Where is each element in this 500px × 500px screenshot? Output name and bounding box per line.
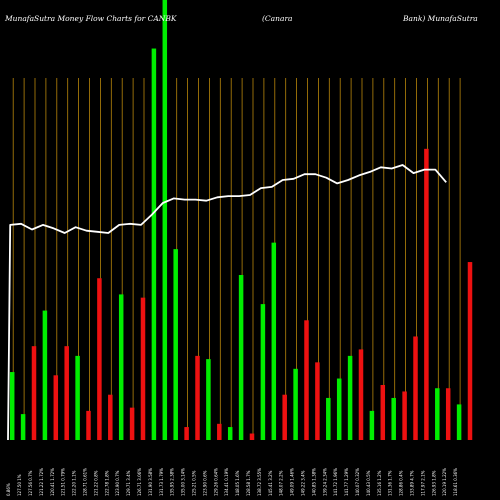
up-bar bbox=[206, 359, 211, 440]
price-line-path bbox=[7, 164, 447, 441]
date-label: 145.41 3.2% bbox=[268, 470, 273, 496]
date-label: 140.07 0.32% bbox=[355, 468, 360, 496]
date-label: 138.72 3.55% bbox=[257, 468, 262, 496]
date-label: 128.86 0.4% bbox=[399, 470, 404, 496]
down-bar bbox=[53, 375, 59, 440]
down-bar bbox=[402, 391, 407, 440]
up-bar bbox=[293, 368, 298, 440]
date-label: 149.22 3.4% bbox=[301, 470, 306, 496]
chart-title-mid: (Canara bbox=[262, 14, 293, 23]
up-bar bbox=[75, 355, 80, 440]
date-label: 123.90 0.7% bbox=[115, 470, 120, 496]
date-label: 140.43 0.5% bbox=[366, 470, 371, 496]
down-bar bbox=[108, 394, 113, 440]
up-bar bbox=[391, 397, 396, 440]
up-bar bbox=[271, 242, 277, 440]
up-bar bbox=[42, 310, 48, 440]
date-label: 125.21 0.5% bbox=[192, 470, 197, 496]
down-bar bbox=[282, 394, 287, 440]
date-label: 123.90 0.6% bbox=[202, 470, 207, 496]
date-label: 131.36 1.7% bbox=[388, 470, 393, 496]
date-label: 118.61 0.36% bbox=[453, 468, 458, 496]
date-label: 126.71 3.06% bbox=[137, 468, 142, 496]
down-bar bbox=[86, 410, 91, 440]
up-bar bbox=[227, 427, 233, 440]
up-bar bbox=[369, 410, 375, 440]
down-bar bbox=[217, 423, 222, 440]
date-label: 141.72 1.96% bbox=[333, 468, 338, 496]
date-label: 133.89 4.7% bbox=[410, 470, 415, 496]
date-label: 121.22 1.72% bbox=[39, 468, 44, 496]
date-label: 139.24 2.34% bbox=[322, 468, 327, 496]
date-label: 148.05 1.6% bbox=[235, 470, 240, 496]
date-label: 126.93 1.8% bbox=[431, 470, 436, 496]
date-label: 121.22 0.8% bbox=[93, 470, 98, 496]
down-bar bbox=[64, 346, 69, 440]
down-bar bbox=[424, 148, 429, 440]
down-bar bbox=[413, 336, 418, 440]
date-label: 128.71 0.61% bbox=[83, 468, 88, 496]
down-bar bbox=[445, 388, 451, 440]
up-bar bbox=[151, 48, 157, 440]
down-bar bbox=[315, 362, 320, 440]
down-bar bbox=[129, 407, 135, 440]
up-bar bbox=[20, 414, 26, 440]
up-bar bbox=[326, 397, 331, 440]
down-bar bbox=[184, 427, 189, 440]
chart-title-right: Bank) MunafaSutra bbox=[402, 14, 478, 23]
date-label: 129.71 3.4% bbox=[126, 470, 131, 496]
date-label: 121.51 0.79% bbox=[61, 468, 66, 496]
price-line bbox=[7, 164, 447, 441]
date-label: 120.41 1.72% bbox=[50, 468, 55, 496]
date-label: 148.07 2.2% bbox=[279, 470, 284, 496]
date-label: 0.86% bbox=[6, 483, 11, 496]
flow-bars bbox=[9, 0, 473, 440]
date-label: 128.58 1.7% bbox=[246, 470, 251, 496]
up-bar bbox=[347, 355, 353, 440]
date-labels: 0.86% 127.50 1% 127.56 0.7% 121.22 1.72% 120… bbox=[6, 468, 458, 496]
up-bar bbox=[118, 294, 124, 440]
up-bar bbox=[162, 0, 168, 440]
date-label: 129.26 0.64% bbox=[213, 468, 218, 496]
date-label: 131.73 1.79% bbox=[159, 468, 164, 496]
up-bar bbox=[336, 378, 342, 440]
date-label: 127.50 1% bbox=[17, 474, 22, 496]
date-label: 135.95 2.38% bbox=[170, 468, 175, 496]
date-label: 131.90 3.58% bbox=[148, 468, 153, 496]
up-bar bbox=[238, 275, 244, 440]
down-bar bbox=[97, 278, 102, 440]
date-label: 117.97 2.1% bbox=[420, 470, 425, 496]
down-bar bbox=[304, 320, 309, 440]
date-label: 134.41 0.19% bbox=[224, 468, 229, 496]
date-label: 122.20 1.1% bbox=[72, 470, 77, 496]
date-label: 127.56 0.7% bbox=[28, 470, 33, 496]
down-bar bbox=[467, 262, 473, 440]
date-label: 135.16 1.2% bbox=[377, 470, 382, 496]
date-label: 140.85 1.38% bbox=[311, 468, 316, 496]
down-bar bbox=[358, 349, 364, 440]
up-bar bbox=[456, 404, 462, 440]
date-label: 141.77 1.29% bbox=[344, 468, 349, 496]
up-bar bbox=[435, 388, 440, 440]
date-label: 120.19 1.22% bbox=[442, 468, 447, 496]
up-bar bbox=[260, 304, 266, 440]
down-bar bbox=[140, 297, 146, 440]
date-label: 135.00 3.14% bbox=[181, 468, 186, 496]
down-bar bbox=[31, 346, 37, 440]
up-bar bbox=[173, 249, 178, 440]
date-label: 122.78 1.8% bbox=[104, 470, 109, 496]
down-bar bbox=[249, 433, 255, 440]
down-bar bbox=[195, 355, 200, 440]
down-bar bbox=[380, 385, 386, 440]
date-label: 149.09 1.46% bbox=[290, 468, 295, 496]
up-bar bbox=[9, 372, 15, 440]
chart-title-left: MunafaSutra Money Flow Charts for CANBK bbox=[4, 14, 177, 23]
